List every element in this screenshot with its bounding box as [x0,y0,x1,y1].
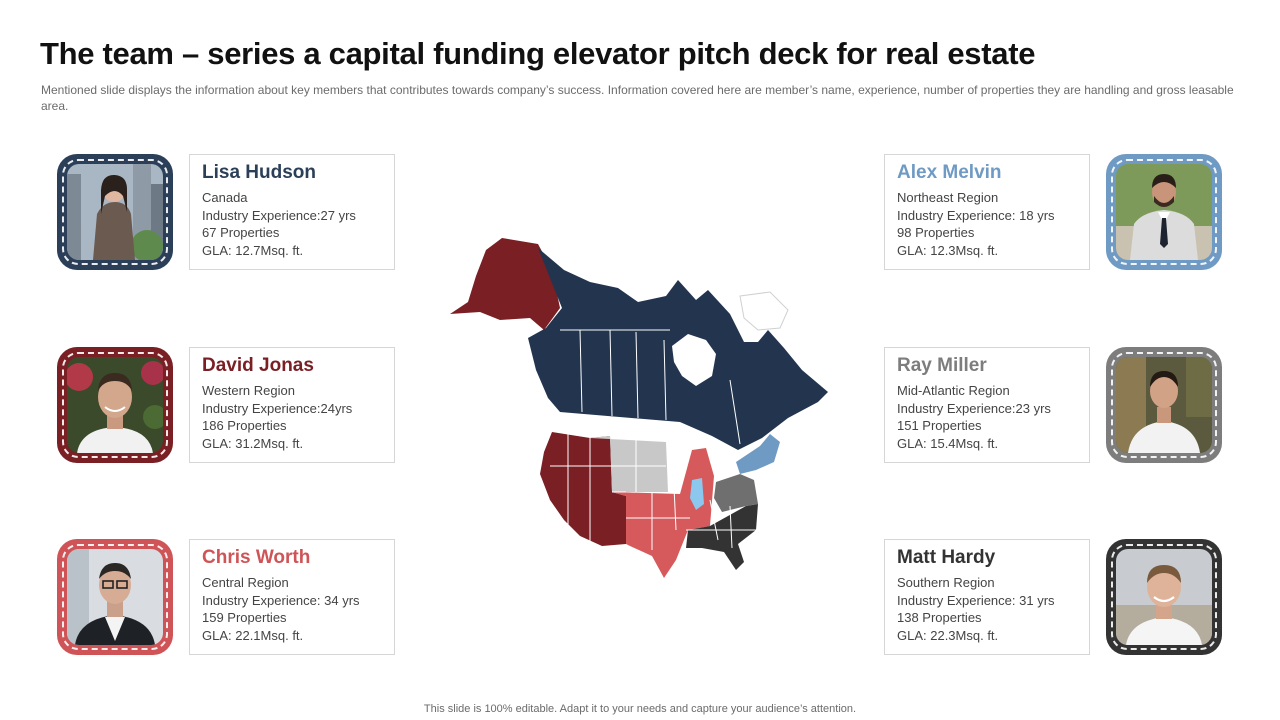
member-experience: Industry Experience: 18 yrs [897,207,1055,223]
member-properties: 138 Properties [897,610,982,626]
member-card: Alex Melvin Northeast Region Industry Ex… [884,154,1090,270]
map-region-south [686,504,758,570]
member-name: Chris Worth [202,547,311,568]
member-region: Canada [202,190,248,205]
member-gla: GLA: 22.3Msq. ft. [897,628,999,644]
member-card: Matt Hardy Southern Region Industry Expe… [884,539,1090,655]
member-experience: Industry Experience:23 yrs [897,400,1051,416]
map-region-greenland [739,291,789,331]
map-province-lines [560,329,741,445]
member-card: Ray Miller Mid-Atlantic Region Industry … [884,347,1090,463]
slide-subtitle: Mentioned slide displays the information… [41,83,1234,113]
member-region: Northeast Region [897,190,999,205]
member-properties: 67 Properties [202,225,280,241]
member-gla: GLA: 12.7Msq. ft. [202,243,304,259]
member-name: Ray Miller [897,355,987,376]
member-photo [67,357,163,453]
member-name: Matt Hardy [897,547,996,568]
member-photo-frame [1106,154,1222,270]
member-properties: 151 Properties [897,418,982,434]
member-photo-frame [1106,347,1222,463]
member-region: Western Region [202,383,295,398]
map-region-illinois [690,478,704,510]
map-region-alaska [450,238,560,330]
member-photo [67,164,163,260]
member-photo-frame [57,539,173,655]
member-card: Lisa Hudson Canada Industry Experience:2… [189,154,395,270]
member-name: Alex Melvin [897,162,1002,183]
map-region-west [540,432,626,546]
member-gla: GLA: 12.3Msq. ft. [897,243,999,259]
member-photo-frame [57,154,173,270]
member-name: David Jonas [202,355,314,376]
map-region-central [612,448,714,578]
member-card: David Jonas Western Region Industry Expe… [189,347,395,463]
member-gla: GLA: 15.4Msq. ft. [897,436,999,452]
map-region-midatlantic [714,474,758,512]
member-properties: 159 Properties [202,610,287,626]
member-name: Lisa Hudson [202,162,317,183]
map-hudson-bay [672,334,716,386]
member-region: Central Region [202,575,289,590]
member-region: Southern Region [897,575,995,590]
member-properties: 186 Properties [202,418,287,434]
member-region: Mid-Atlantic Region [897,383,1010,398]
member-gla: GLA: 22.1Msq. ft. [202,628,304,644]
member-photo [1116,549,1212,645]
member-experience: Industry Experience:24yrs [202,400,353,416]
member-photo [1116,357,1212,453]
member-card: Chris Worth Central Region Industry Expe… [189,539,395,655]
member-photo-frame [1106,539,1222,655]
north-america-map [450,238,828,578]
member-photo [1116,164,1212,260]
member-photo [67,549,163,645]
member-experience: Industry Experience: 34 yrs [202,592,360,608]
member-experience: Industry Experience:27 yrs [202,207,356,223]
map-state-lines [550,434,756,550]
slide-title: The team – series a capital funding elev… [40,36,1036,71]
slide-footer: This slide is 100% editable. Adapt it to… [423,703,857,715]
member-experience: Industry Experience: 31 yrs [897,592,1055,608]
member-gla: GLA: 31.2Msq. ft. [202,436,304,452]
map-region-plains [590,436,668,492]
member-photo-frame [57,347,173,463]
map-region-northeast [736,434,780,474]
member-properties: 98 Properties [897,225,975,241]
